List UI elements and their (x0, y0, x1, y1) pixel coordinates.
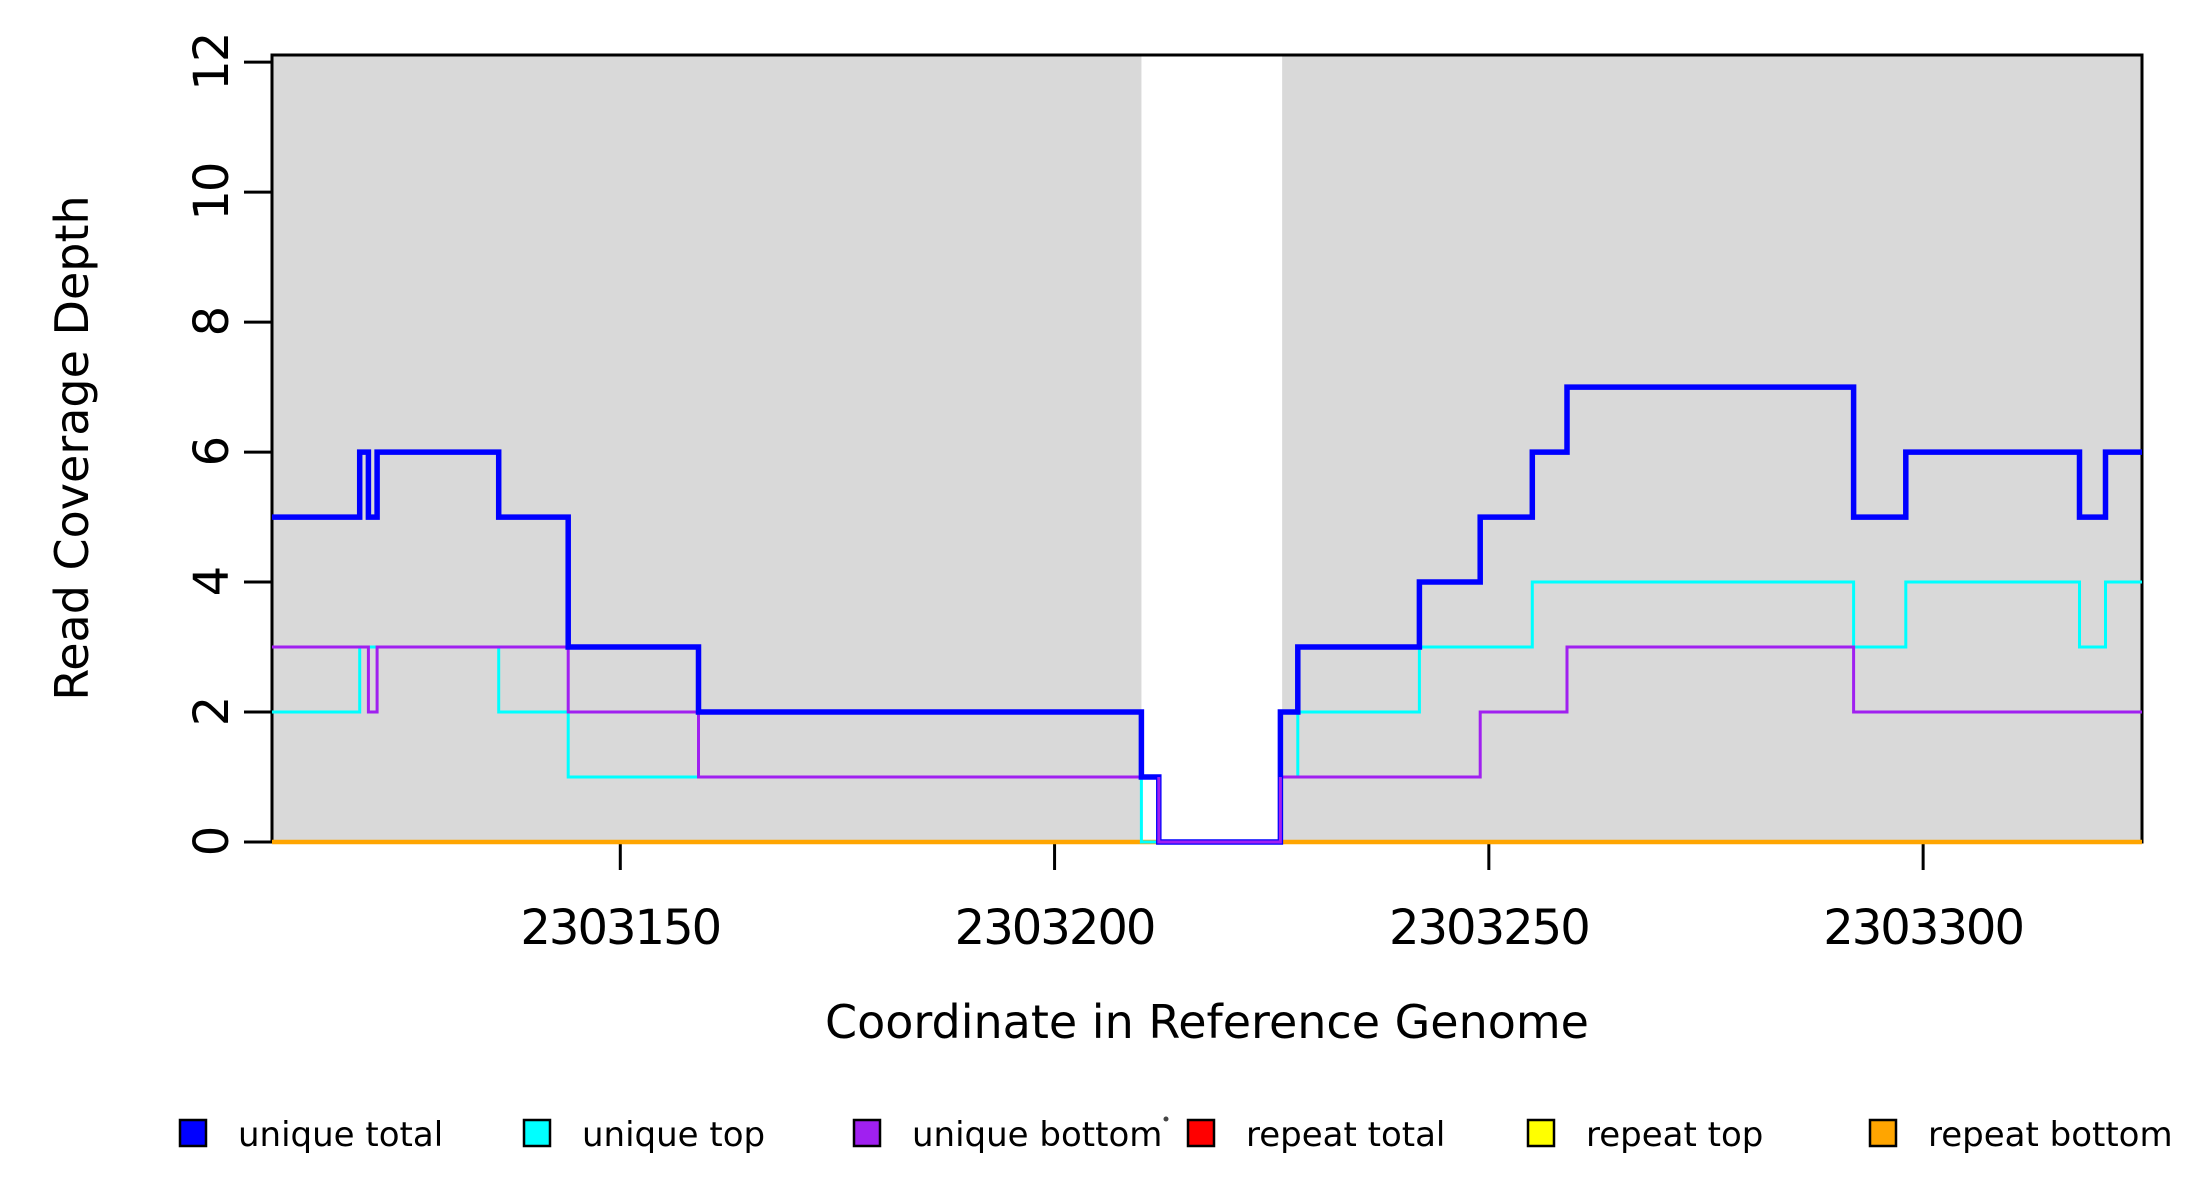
legend-item-repeat-bottom: repeat bottom (1868, 1115, 2173, 1155)
y-tick-label: 0 (184, 828, 240, 857)
x-tick-label: 2303300 (1823, 900, 2023, 956)
y-tick-label: 8 (184, 308, 240, 337)
y-tick-label: 10 (184, 164, 240, 221)
x-tick-label: 2303200 (955, 900, 1155, 956)
gap-zero-overlay (1157, 777, 1282, 844)
y-axis-title: Read Coverage Depth (45, 195, 99, 700)
legend-label: unique total (238, 1115, 443, 1155)
legend-label: repeat bottom (1928, 1115, 2173, 1155)
x-tick-label: 2303150 (520, 900, 720, 956)
legend-swatch-repeat-total (1186, 1118, 1216, 1148)
x-axis-title: Coordinate in Reference Genome (825, 995, 1589, 1049)
legend-swatch-unique-top (522, 1118, 552, 1148)
y-tick-label: 2 (184, 698, 240, 727)
legend-label: unique top (582, 1115, 765, 1155)
legend-item-unique-total: unique total (178, 1115, 443, 1155)
x-tick-label: 2303250 (1389, 900, 1589, 956)
legend-item-repeat-total: repeat total (1186, 1115, 1445, 1155)
series-line-unique-total (272, 384, 2142, 845)
legend-label: repeat total (1246, 1115, 1445, 1155)
legend-item-unique-top: unique top (522, 1115, 765, 1155)
legend-label: repeat top (1586, 1115, 1763, 1155)
y-tick-label: 12 (184, 34, 240, 91)
y-tick-label: 4 (184, 568, 240, 597)
y-tick-label: 6 (184, 438, 240, 467)
legend-swatch-repeat-bottom (1868, 1118, 1898, 1148)
shaded-region-2 (1282, 55, 2142, 842)
series-line-unique-top (272, 580, 2142, 844)
legend-separator-dot (1163, 1116, 1169, 1122)
shaded-region-1 (272, 55, 1142, 842)
legend-item-unique-bottom: unique bottom (852, 1115, 1162, 1155)
legend-item-repeat-top: repeat top (1526, 1115, 1763, 1155)
legend-swatch-unique-total (178, 1118, 208, 1148)
legend-swatch-unique-bottom (852, 1118, 882, 1148)
legend-label: unique bottom (912, 1115, 1162, 1155)
legend-swatch-repeat-top (1526, 1118, 1556, 1148)
